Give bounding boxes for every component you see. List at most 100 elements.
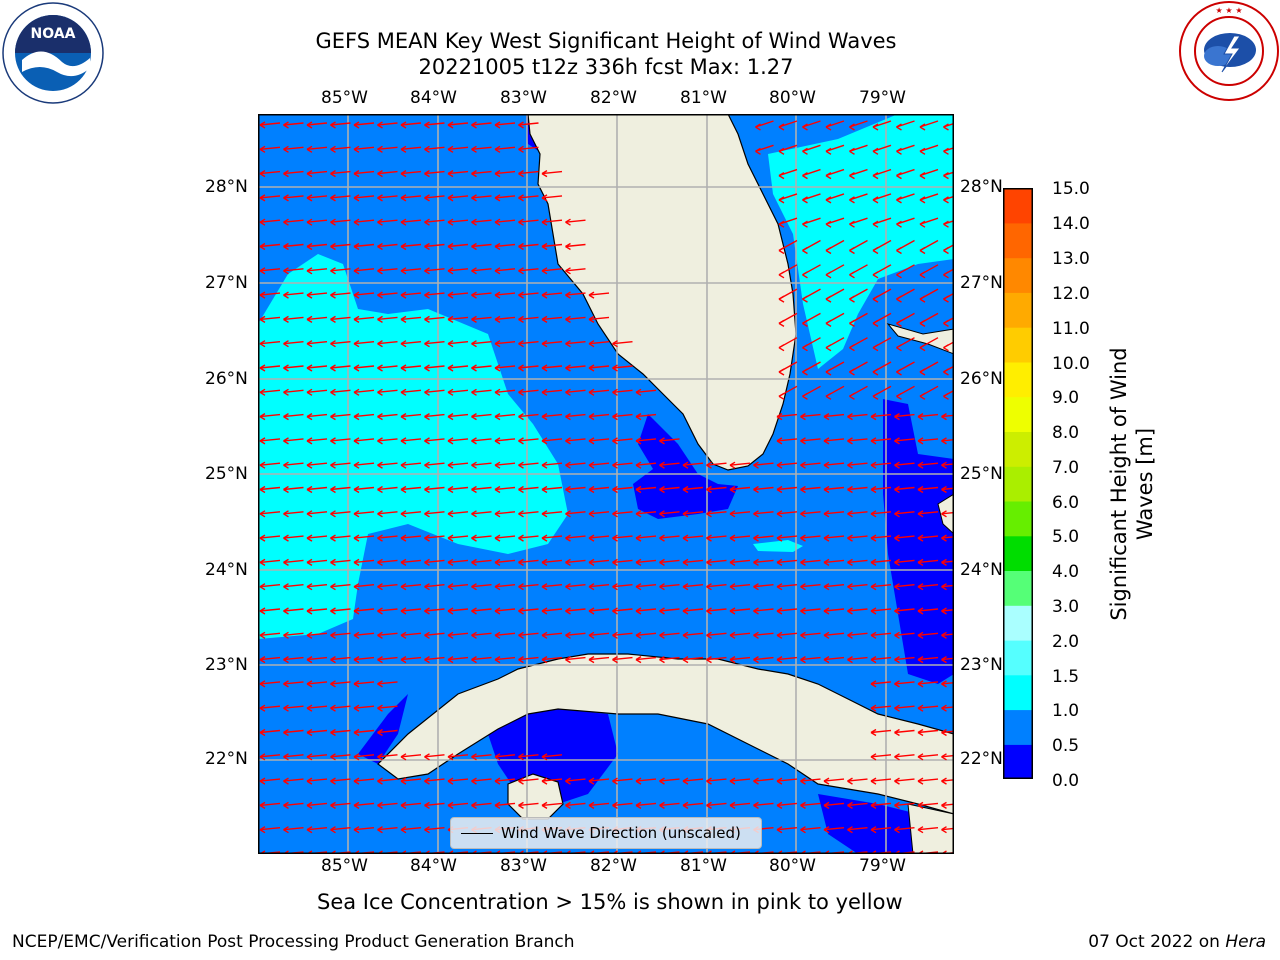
wind-arrow-head [353, 461, 360, 469]
wind-arrow [400, 778, 422, 782]
wind-arrow-head [377, 242, 383, 251]
wind-arrow-head [541, 267, 548, 275]
wind-arrow-head [518, 655, 524, 664]
bahamas-land [886, 323, 954, 355]
wind-arrow [330, 656, 351, 661]
wind-arrow [635, 559, 657, 564]
wind-arrow-head [494, 558, 501, 567]
wind-arrow [259, 146, 281, 150]
wind-arrow-head [847, 777, 853, 785]
wind-arrow-head [259, 558, 266, 567]
wind-arrow [588, 778, 610, 782]
wind-arrow-head [447, 485, 454, 494]
wind-arrow [518, 486, 539, 491]
lat-label-left-27n: 27°N [205, 273, 248, 293]
wind-arrow-head [283, 631, 289, 639]
wind-arrow-head [894, 680, 900, 688]
wind-arrow-head [447, 534, 454, 542]
wind-arrow-head [778, 392, 785, 400]
wind-arrow-head [377, 558, 383, 567]
wind-arrow-head [870, 583, 877, 591]
wind-arrow-head [753, 801, 759, 810]
wind-arrow [306, 389, 328, 393]
wind-arrow [377, 608, 398, 612]
wind-arrow [800, 486, 821, 491]
wind-arrow [377, 316, 398, 321]
wind-arrow-head [917, 680, 924, 688]
wind-arrow [330, 535, 351, 539]
wind-arrow [494, 535, 516, 539]
wind-arrow [330, 608, 351, 612]
wind-arrow-head [894, 631, 900, 639]
wind-arrow-head [541, 412, 548, 421]
wind-arrow [400, 389, 422, 393]
wind-arrow [565, 802, 586, 807]
wind-arrow-head [353, 485, 360, 494]
wind-arrow [541, 195, 563, 199]
wind-arrow-head [753, 607, 759, 615]
wind-arrow [588, 413, 610, 418]
wind-arrow-head [330, 145, 336, 153]
wind-arrow [588, 559, 610, 564]
wind-arrow-head [612, 388, 618, 396]
wind-arrow-head [753, 510, 759, 518]
wind-arrow-head [518, 461, 524, 469]
wind-arrow-head [377, 267, 383, 275]
wind-arrow-head [259, 485, 266, 494]
wind-arrow-head [894, 461, 900, 469]
wind-arrow-head [565, 315, 571, 324]
wind-arrow [377, 486, 398, 491]
wind-arrow [259, 389, 281, 393]
wind-arrow [283, 608, 304, 612]
wind-arrow [894, 681, 915, 685]
wind-arrow-head [849, 196, 855, 204]
wind-arrow-head [635, 437, 642, 445]
wind-arrow-head [283, 583, 289, 591]
wind-arrow [612, 341, 633, 345]
wind-arrow-head [943, 147, 949, 155]
wind-arrow-head [330, 534, 336, 542]
wind-arrow-head [588, 291, 595, 299]
wind-arrow [306, 486, 328, 491]
wind-arrow [847, 535, 868, 539]
wind-arrow-head [894, 753, 900, 761]
wind-arrow [259, 681, 281, 685]
wind-arrow-head [943, 319, 949, 328]
wind-arrow [259, 365, 281, 369]
wind-arrow-head [896, 123, 902, 131]
wind-arrow-head [400, 655, 407, 664]
wind-arrow [400, 243, 422, 248]
lat-label-left-24n: 24°N [205, 560, 248, 580]
wind-arrow-head [259, 121, 266, 129]
wind-arrow [753, 559, 774, 564]
wind-arrow-head [447, 777, 454, 785]
wind-arrow [306, 122, 328, 126]
wind-arrow-head [635, 607, 642, 615]
wind-arrow-head [518, 242, 524, 251]
wind-arrow [565, 243, 586, 248]
wind-arrow [894, 802, 915, 807]
wind-arrow-head [306, 315, 313, 324]
wind-arrow-head [706, 461, 712, 469]
wind-arrow [682, 802, 704, 807]
wind-arrow-head [943, 123, 949, 131]
wind-arrow [870, 462, 892, 466]
colorbar-svg [1003, 153, 1039, 780]
cbar-tick-0-5: 0.5 [1052, 736, 1080, 756]
wind-arrow [353, 316, 375, 321]
wind-arrow [330, 584, 351, 588]
wind-arrow [471, 122, 492, 126]
wind-arrow [823, 827, 845, 831]
wind-arrow-head [447, 753, 454, 761]
wind-arrow [306, 608, 328, 612]
wind-arrow [635, 608, 657, 612]
wind-arrow-head [353, 583, 360, 591]
wind-arrow-head [377, 412, 383, 421]
wind-arrow-head [518, 607, 524, 615]
wind-arrow [635, 389, 657, 393]
wind-arrow [941, 487, 954, 491]
wind-arrow-head [753, 558, 759, 567]
colorbar-segment [1003, 605, 1033, 641]
wind-arrow-head [541, 194, 548, 202]
wind-arrow [565, 559, 586, 564]
